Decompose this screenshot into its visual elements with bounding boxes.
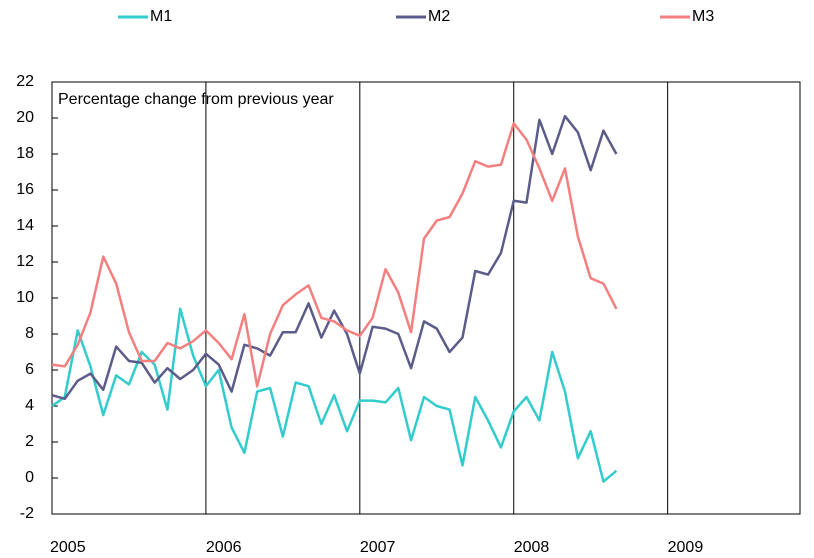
y-tick-label: 0: [25, 469, 34, 486]
annotation: Percentage change from previous year: [58, 91, 334, 108]
y-tick-label: 18: [16, 145, 34, 162]
y-tick-label: 2: [25, 433, 34, 450]
legend-label: M3: [692, 8, 714, 25]
legend-label: M2: [428, 8, 450, 25]
y-tick-label: 4: [25, 397, 34, 414]
x-tick-label: 2008: [514, 539, 550, 556]
x-tick-label: 2005: [50, 539, 86, 556]
x-tick-label: 2007: [360, 539, 396, 556]
line-series: [51, 122, 618, 388]
legend-label: M1: [150, 8, 172, 25]
y-tick-label: 12: [16, 253, 34, 270]
y-tick-label: 8: [25, 325, 34, 342]
x-tick-label: 2009: [668, 539, 704, 556]
y-tick-label: 16: [16, 181, 34, 198]
x-tick-label: 2006: [206, 539, 242, 556]
line-series: [51, 307, 618, 483]
y-tick-label: 10: [16, 289, 34, 306]
y-tick-label: 22: [16, 73, 34, 90]
y-tick-label: 14: [16, 217, 34, 234]
y-tick-label: 20: [16, 109, 34, 126]
line-series: [51, 114, 618, 401]
y-tick-label: -2: [20, 505, 34, 522]
y-tick-label: 6: [25, 361, 34, 378]
plot-frame: [51, 81, 801, 515]
